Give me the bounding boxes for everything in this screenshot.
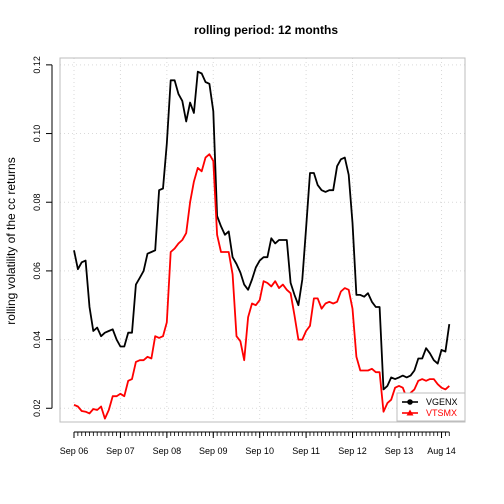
x-tick-label: Aug 14 (427, 446, 456, 456)
legend-box (396, 392, 466, 422)
legend-label-vgenx: VGENX (426, 397, 458, 407)
x-axis: Sep 06 Sep 07 Sep 08 Sep 09 Sep 10 Sep 11 Sep … (60, 431, 456, 456)
x-tick-label: Sep 13 (385, 446, 414, 456)
plot-border (59, 57, 466, 423)
x-tick-label: Sep 12 (338, 446, 367, 456)
x-tick-label: Sep 09 (199, 446, 228, 456)
y-axis-label: rolling volatility of the cc returns (4, 157, 18, 324)
y-tick-label: 0.04 (32, 331, 42, 349)
legend-marker-vgenx (407, 399, 413, 405)
x-tick-label: Sep 06 (60, 446, 89, 456)
y-tick-label: 0.06 (32, 262, 42, 280)
legend: VGENX VTSMX (396, 392, 466, 422)
x-tick-label: Sep 10 (245, 446, 274, 456)
y-tick-label: 0.02 (32, 399, 42, 417)
series-group (73, 70, 451, 420)
series-line-vtsmx (73, 153, 450, 420)
y-axis: 0.02 0.04 0.06 0.08 0.10 0.12 (32, 56, 53, 417)
legend-label-vtsmx: VTSMX (426, 408, 457, 418)
series-line-vgenx (73, 70, 451, 391)
legend-marker-vtsmx (406, 409, 414, 416)
y-tick-label: 0.10 (32, 125, 42, 143)
y-tick-label: 0.12 (32, 56, 42, 74)
x-tick-label: Sep 11 (292, 446, 320, 456)
chart-title: rolling period: 12 months (194, 23, 338, 37)
y-tick-label: 0.08 (32, 193, 42, 211)
x-tick-label: Sep 08 (153, 446, 182, 456)
x-tick-label: Sep 07 (106, 446, 135, 456)
